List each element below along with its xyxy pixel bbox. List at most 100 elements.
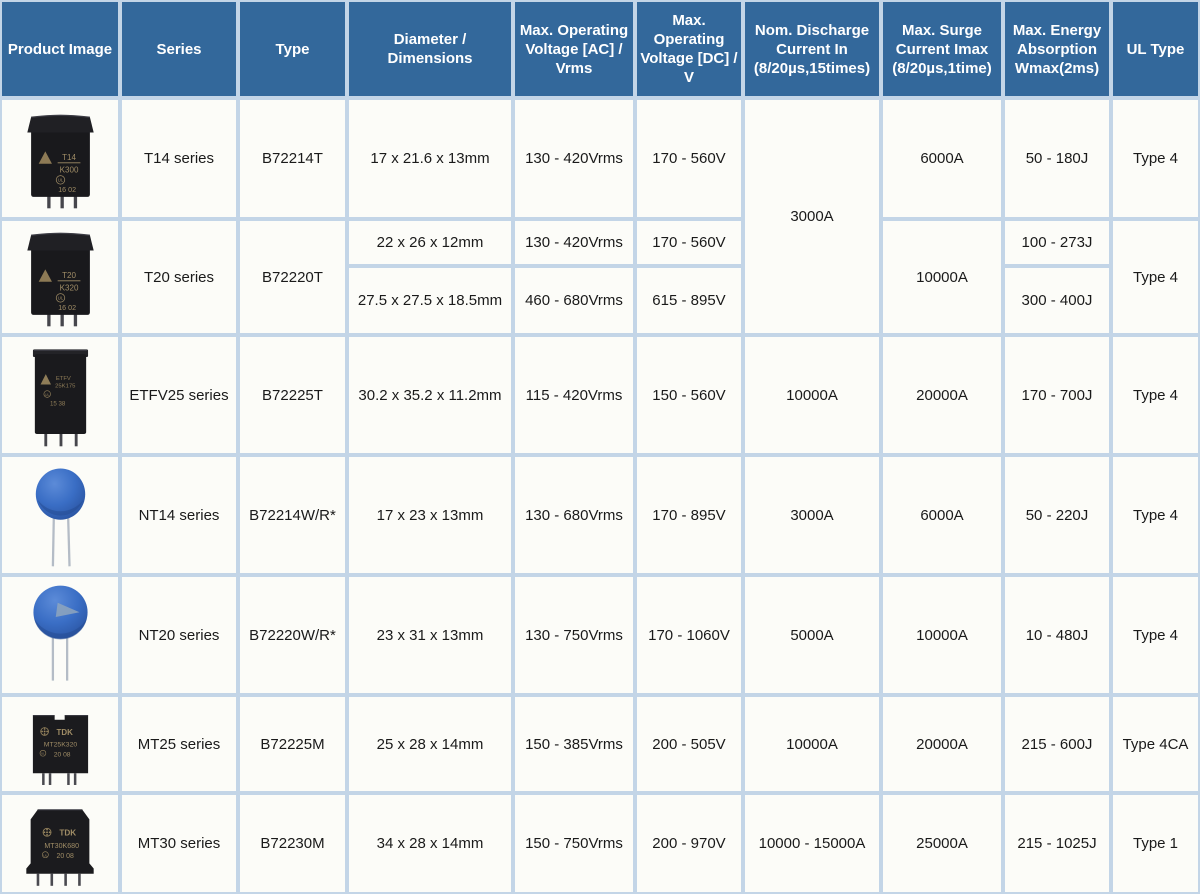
column-header-energy-absorption: Max. Energy Absorption Wmax(2ms) (1003, 0, 1111, 98)
product-image-mt25: TDK MT25K320 UL 20 08 (32, 715, 88, 785)
marking-date: 20 08 (53, 752, 70, 759)
column-header-dimensions: Diameter / Dimensions (347, 0, 513, 98)
marking-part: MT25K320 (43, 742, 77, 749)
cell-t20v2-energy: 300 - 400J (1003, 266, 1111, 335)
cell-etfv25-image: ETFV 25K175 UL 15 38 (0, 335, 120, 455)
cell-etfv25-series: ETFV25 series (120, 335, 238, 455)
cell-mt25-image: TDK MT25K320 UL 20 08 (0, 695, 120, 793)
cell-etfv25-type: B72225T (238, 335, 347, 455)
cell-nt14-image (0, 455, 120, 575)
cell-mt30-voltage-ac: 150 - 750Vrms (513, 793, 635, 894)
cell-t20-image: T20 K320 UL 16 02 (0, 219, 120, 335)
cell-mt25-series: MT25 series (120, 695, 238, 793)
cell-nt20-series: NT20 series (120, 575, 238, 695)
product-image-etfv25: ETFV 25K175 UL 15 38 (32, 349, 88, 447)
product-image-t20: T20 K320 UL 16 02 (26, 232, 94, 327)
disc-rim-shadow (37, 499, 83, 516)
cell-mt30-discharge-current: 10000 - 15000A (743, 793, 881, 894)
component-body (32, 715, 88, 774)
cell-etfv25-ul-type: Type 4 (1111, 335, 1200, 455)
component-pins (43, 433, 78, 447)
cell-nt14-type: B72214W/R* (238, 455, 347, 575)
ul-mark-text: UL (43, 853, 47, 857)
cell-nt20-voltage-dc: 170 - 1060V (635, 575, 743, 695)
cell-t20v1-dimensions: 22 x 26 x 12mm (347, 219, 513, 266)
header-row: Product Image Series Type Diameter / Dim… (0, 0, 1200, 98)
cell-t20v2-voltage-dc: 615 - 895V (635, 266, 743, 335)
ul-mark-text: UL (57, 296, 63, 301)
cell-t14-ul-type: Type 4 (1111, 98, 1200, 219)
cell-t20-type: B72220T (238, 219, 347, 335)
component-top-highlight (30, 114, 90, 118)
cell-t14-dimensions: 17 x 21.6 x 13mm (347, 98, 513, 219)
cell-t20v1-voltage-dc: 170 - 560V (635, 219, 743, 266)
column-header-voltage-ac: Max. Operating Voltage [AC] / Vrms (513, 0, 635, 98)
component-pins (46, 194, 77, 208)
component-pins (41, 773, 76, 785)
cell-nt14-surge-current: 6000A (881, 455, 1003, 575)
cell-mt30-image: TDK MT30K680 UL 20 08 (0, 793, 120, 894)
cell-t20v2-voltage-ac: 460 - 680Vrms (513, 266, 635, 335)
cell-mt30-series: MT30 series (120, 793, 238, 894)
cell-etfv25-dimensions: 30.2 x 35.2 x 11.2mm (347, 335, 513, 455)
marking-brand: TDK (56, 728, 73, 737)
cell-t14-voltage-ac: 130 - 420Vrms (513, 98, 635, 219)
cell-nt14-voltage-ac: 130 - 680Vrms (513, 455, 635, 575)
marking-line2: K320 (59, 283, 78, 292)
component-top-cap (26, 114, 94, 132)
marking-date: 20 08 (57, 853, 74, 860)
cell-nt20-image (0, 575, 120, 695)
cell-nt14-energy: 50 - 220J (1003, 455, 1111, 575)
cell-mt30-dimensions: 34 x 28 x 14mm (347, 793, 513, 894)
cell-mt25-voltage-dc: 200 - 505V (635, 695, 743, 793)
cell-nt20-discharge-current: 5000A (743, 575, 881, 695)
component-leads (51, 636, 68, 681)
cell-t14-image: T14 K300 UL 16 02 (0, 98, 120, 219)
table-row-mt30: TDK MT30K680 UL 20 08 MT30 series B72230… (0, 793, 1200, 894)
table-row-t14: T14 K300 UL 16 02 T14 series B72214T 17 … (0, 98, 1200, 335)
cell-mt25-discharge-current: 10000A (743, 695, 881, 793)
cell-t20v1-energy: 100 - 273J (1003, 219, 1111, 266)
cell-t14-series: T14 series (120, 98, 238, 219)
cell-nt20-ul-type: Type 4 (1111, 575, 1200, 695)
tdk-logo-icon (42, 827, 52, 837)
epcos-triangle-logo-icon (38, 150, 52, 164)
cell-mt25-type: B72225M (238, 695, 347, 793)
table-row-mt25: TDK MT25K320 UL 20 08 MT25 series B72225… (0, 695, 1200, 793)
ul-mark-icon (41, 851, 49, 859)
disc-rim-shadow (33, 617, 87, 640)
table-row-nt20: NT20 series B72220W/R* 23 x 31 x 13mm 13… (0, 575, 1200, 695)
epcos-triangle-logo-icon (40, 374, 51, 385)
cell-nt14-series: NT14 series (120, 455, 238, 575)
product-image-t14: T14 K300 UL 16 02 (26, 114, 94, 208)
column-header-product-image: Product Image (0, 0, 120, 98)
ul-mark-text: UL (41, 752, 45, 756)
cell-etfv25-voltage-ac: 115 - 420Vrms (513, 335, 635, 455)
table-row-nt14: NT14 series B72214W/R* 17 x 23 x 13mm 13… (0, 455, 1200, 575)
ul-mark-text: UL (57, 177, 63, 182)
cell-t14-surge-current: 6000A (881, 98, 1003, 219)
marking-date: 16 02 (58, 186, 76, 194)
cell-etfv25-surge-current: 20000A (881, 335, 1003, 455)
table-row-t20-variant2: 27.5 x 27.5 x 18.5mm 460 - 680Vrms 615 -… (0, 266, 1200, 335)
cell-nt20-voltage-ac: 130 - 750Vrms (513, 575, 635, 695)
disc-gloss-reflection (55, 602, 79, 617)
cell-t14-t20-discharge-current: 3000A (743, 98, 881, 335)
varistor-disc (35, 468, 85, 520)
column-header-discharge-current: Nom. Discharge Current In (8/20µs,15time… (743, 0, 881, 98)
column-header-series: Series (120, 0, 238, 98)
cell-nt20-energy: 10 - 480J (1003, 575, 1111, 695)
cell-nt14-discharge-current: 3000A (743, 455, 881, 575)
cell-t14-voltage-dc: 170 - 560V (635, 98, 743, 219)
marking-line2: K300 (59, 165, 78, 174)
marking-brand: TDK (59, 829, 76, 838)
cell-mt30-ul-type: Type 1 (1111, 793, 1200, 894)
ul-mark-icon (55, 293, 65, 303)
marking-line1: T14 (62, 152, 76, 161)
cell-t20v1-voltage-ac: 130 - 420Vrms (513, 219, 635, 266)
cell-mt25-energy: 215 - 600J (1003, 695, 1111, 793)
tdk-logo-icon (39, 727, 49, 736)
marking-line2: 25K175 (55, 383, 76, 389)
component-top-highlight (30, 232, 90, 236)
